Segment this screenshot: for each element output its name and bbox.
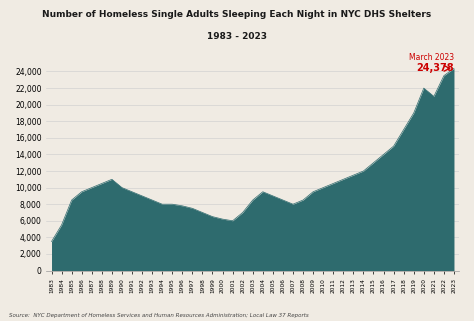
Text: 24,378: 24,378 [416,63,454,74]
Text: March 2023: March 2023 [409,53,454,62]
Text: 1983 - 2023: 1983 - 2023 [207,32,267,41]
Text: Number of Homeless Single Adults Sleeping Each Night in NYC DHS Shelters: Number of Homeless Single Adults Sleepin… [42,10,432,19]
Text: Source:  NYC Department of Homeless Services and Human Resources Administration;: Source: NYC Department of Homeless Servi… [9,313,309,318]
